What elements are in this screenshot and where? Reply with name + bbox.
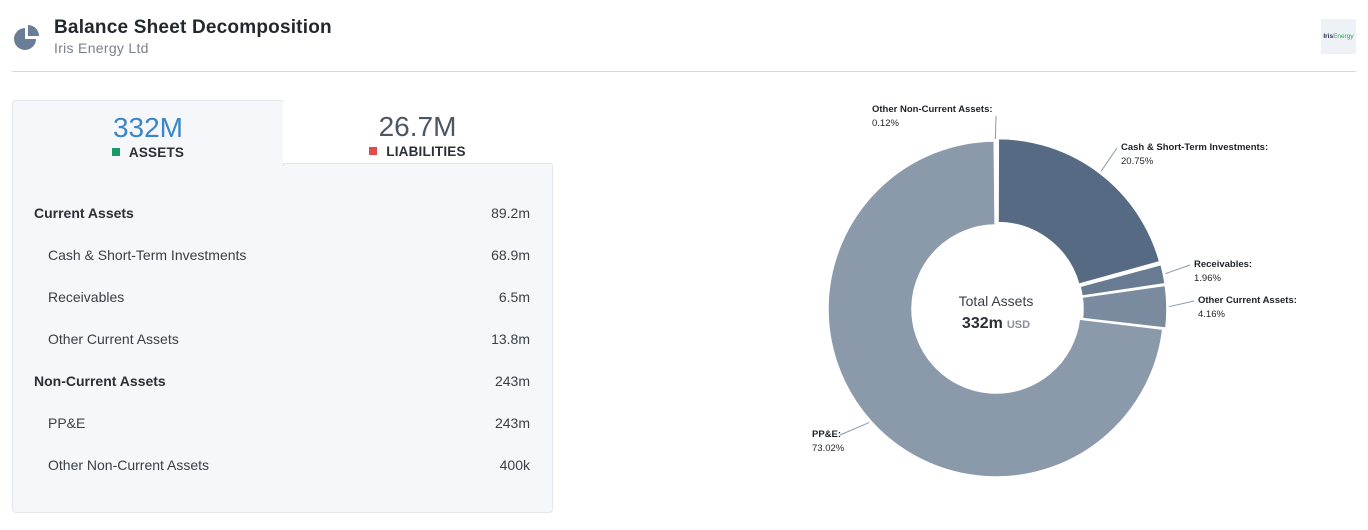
row-label: Other Current Assets — [48, 331, 179, 347]
row-value: 243m — [494, 415, 530, 431]
table-row: Receivables 6.5m — [12, 276, 552, 318]
donut-leader-line — [994, 115, 997, 140]
liabilities-total: 26.7M — [378, 111, 457, 142]
donut-slice-label: Other Non-Current Assets: — [872, 104, 993, 115]
table-row: PP&E 243m — [12, 402, 552, 444]
table-row: Cash & Short-Term Investments 68.9m — [12, 234, 552, 276]
donut-slices — [827, 137, 1168, 478]
donut-slice-percent: 4.16% — [1198, 309, 1225, 320]
donut-slice-label: Receivables: — [1194, 259, 1252, 270]
table-row: Non-Current Assets 243m — [12, 360, 552, 402]
donut-labels: Cash & Short-Term Investments: 20.75% Rece… — [812, 104, 1297, 454]
donut-center-unit: USD — [1007, 319, 1030, 331]
donut-slice[interactable] — [827, 140, 1164, 478]
row-label: Other Non-Current Assets — [48, 457, 210, 473]
donut-slice-label: Cash & Short-Term Investments: — [1121, 142, 1268, 153]
donut-slice[interactable] — [1079, 263, 1166, 297]
pie-chart-icon — [14, 25, 39, 50]
donut-leader-line — [1168, 300, 1195, 308]
header-divider — [12, 71, 1356, 72]
donut-slice[interactable] — [1081, 284, 1168, 329]
donut-slice-percent: 73.02% — [812, 443, 845, 454]
donut-leader-line — [839, 421, 870, 436]
donut-slice[interactable] — [994, 140, 997, 226]
row-value: 13.8m — [491, 331, 530, 347]
assets-tab-label: ASSETS — [128, 144, 185, 160]
page-title: Balance Sheet Decomposition — [54, 17, 332, 38]
donut-leader-line — [1100, 147, 1118, 172]
assets-total: 332M — [112, 112, 184, 143]
row-value: 6.5m — [498, 289, 530, 305]
donut-slice-percent: 0.12% — [872, 118, 899, 129]
assets-donut-chart: Cash & Short-Term Investments: 20.75% Rece… — [812, 104, 1297, 478]
table-row: Current Assets 89.2m — [12, 192, 552, 234]
donut-slice[interactable] — [997, 137, 1161, 286]
assets-legend-square — [111, 148, 120, 156]
row-value: 68.9m — [491, 247, 530, 263]
donut-center-value: 332m — [962, 315, 1003, 332]
donut-center-total: 332m USD — [962, 315, 1030, 332]
tab-liabilities[interactable]: 26.7M LIABILITIES — [283, 100, 552, 164]
row-label: Non-Current Assets — [34, 373, 166, 389]
donut-slice-percent: 20.75% — [1121, 156, 1154, 167]
breakdown-table-body — [12, 164, 553, 513]
breakdown-rows: Current Assets 89.2m Cash & Short-Term I… — [12, 192, 552, 486]
company-logo: Iris Energy — [1321, 19, 1356, 54]
company-name: Iris Energy Ltd — [54, 40, 149, 56]
row-label: Receivables — [48, 289, 125, 305]
liabilities-legend-square — [369, 147, 378, 155]
row-value: 400k — [499, 457, 530, 473]
header: Balance Sheet Decomposition Iris Energy … — [0, 0, 1368, 72]
donut-leader-line — [1165, 264, 1191, 275]
table-row: Other Non-Current Assets 400k — [12, 444, 552, 486]
donut-slice-percent: 1.96% — [1194, 273, 1221, 284]
row-label: Current Assets — [34, 205, 134, 221]
tab-assets[interactable]: 332M ASSETS — [12, 100, 284, 166]
table-row: Other Current Assets 13.8m — [12, 318, 552, 360]
row-value: 243m — [494, 373, 530, 389]
row-value: 89.2m — [491, 205, 530, 221]
row-label: PP&E — [48, 415, 86, 431]
donut-slice-label: PP&E: — [812, 429, 841, 440]
liabilities-tab-label: LIABILITIES — [386, 143, 466, 159]
donut-center-title: Total Assets — [959, 293, 1034, 309]
row-label: Cash & Short-Term Investments — [48, 247, 247, 263]
donut-slice-label: Other Current Assets: — [1198, 295, 1297, 306]
breakdown-panel: 332M ASSETS 26.7M LIABILITIES Current As… — [12, 100, 553, 513]
